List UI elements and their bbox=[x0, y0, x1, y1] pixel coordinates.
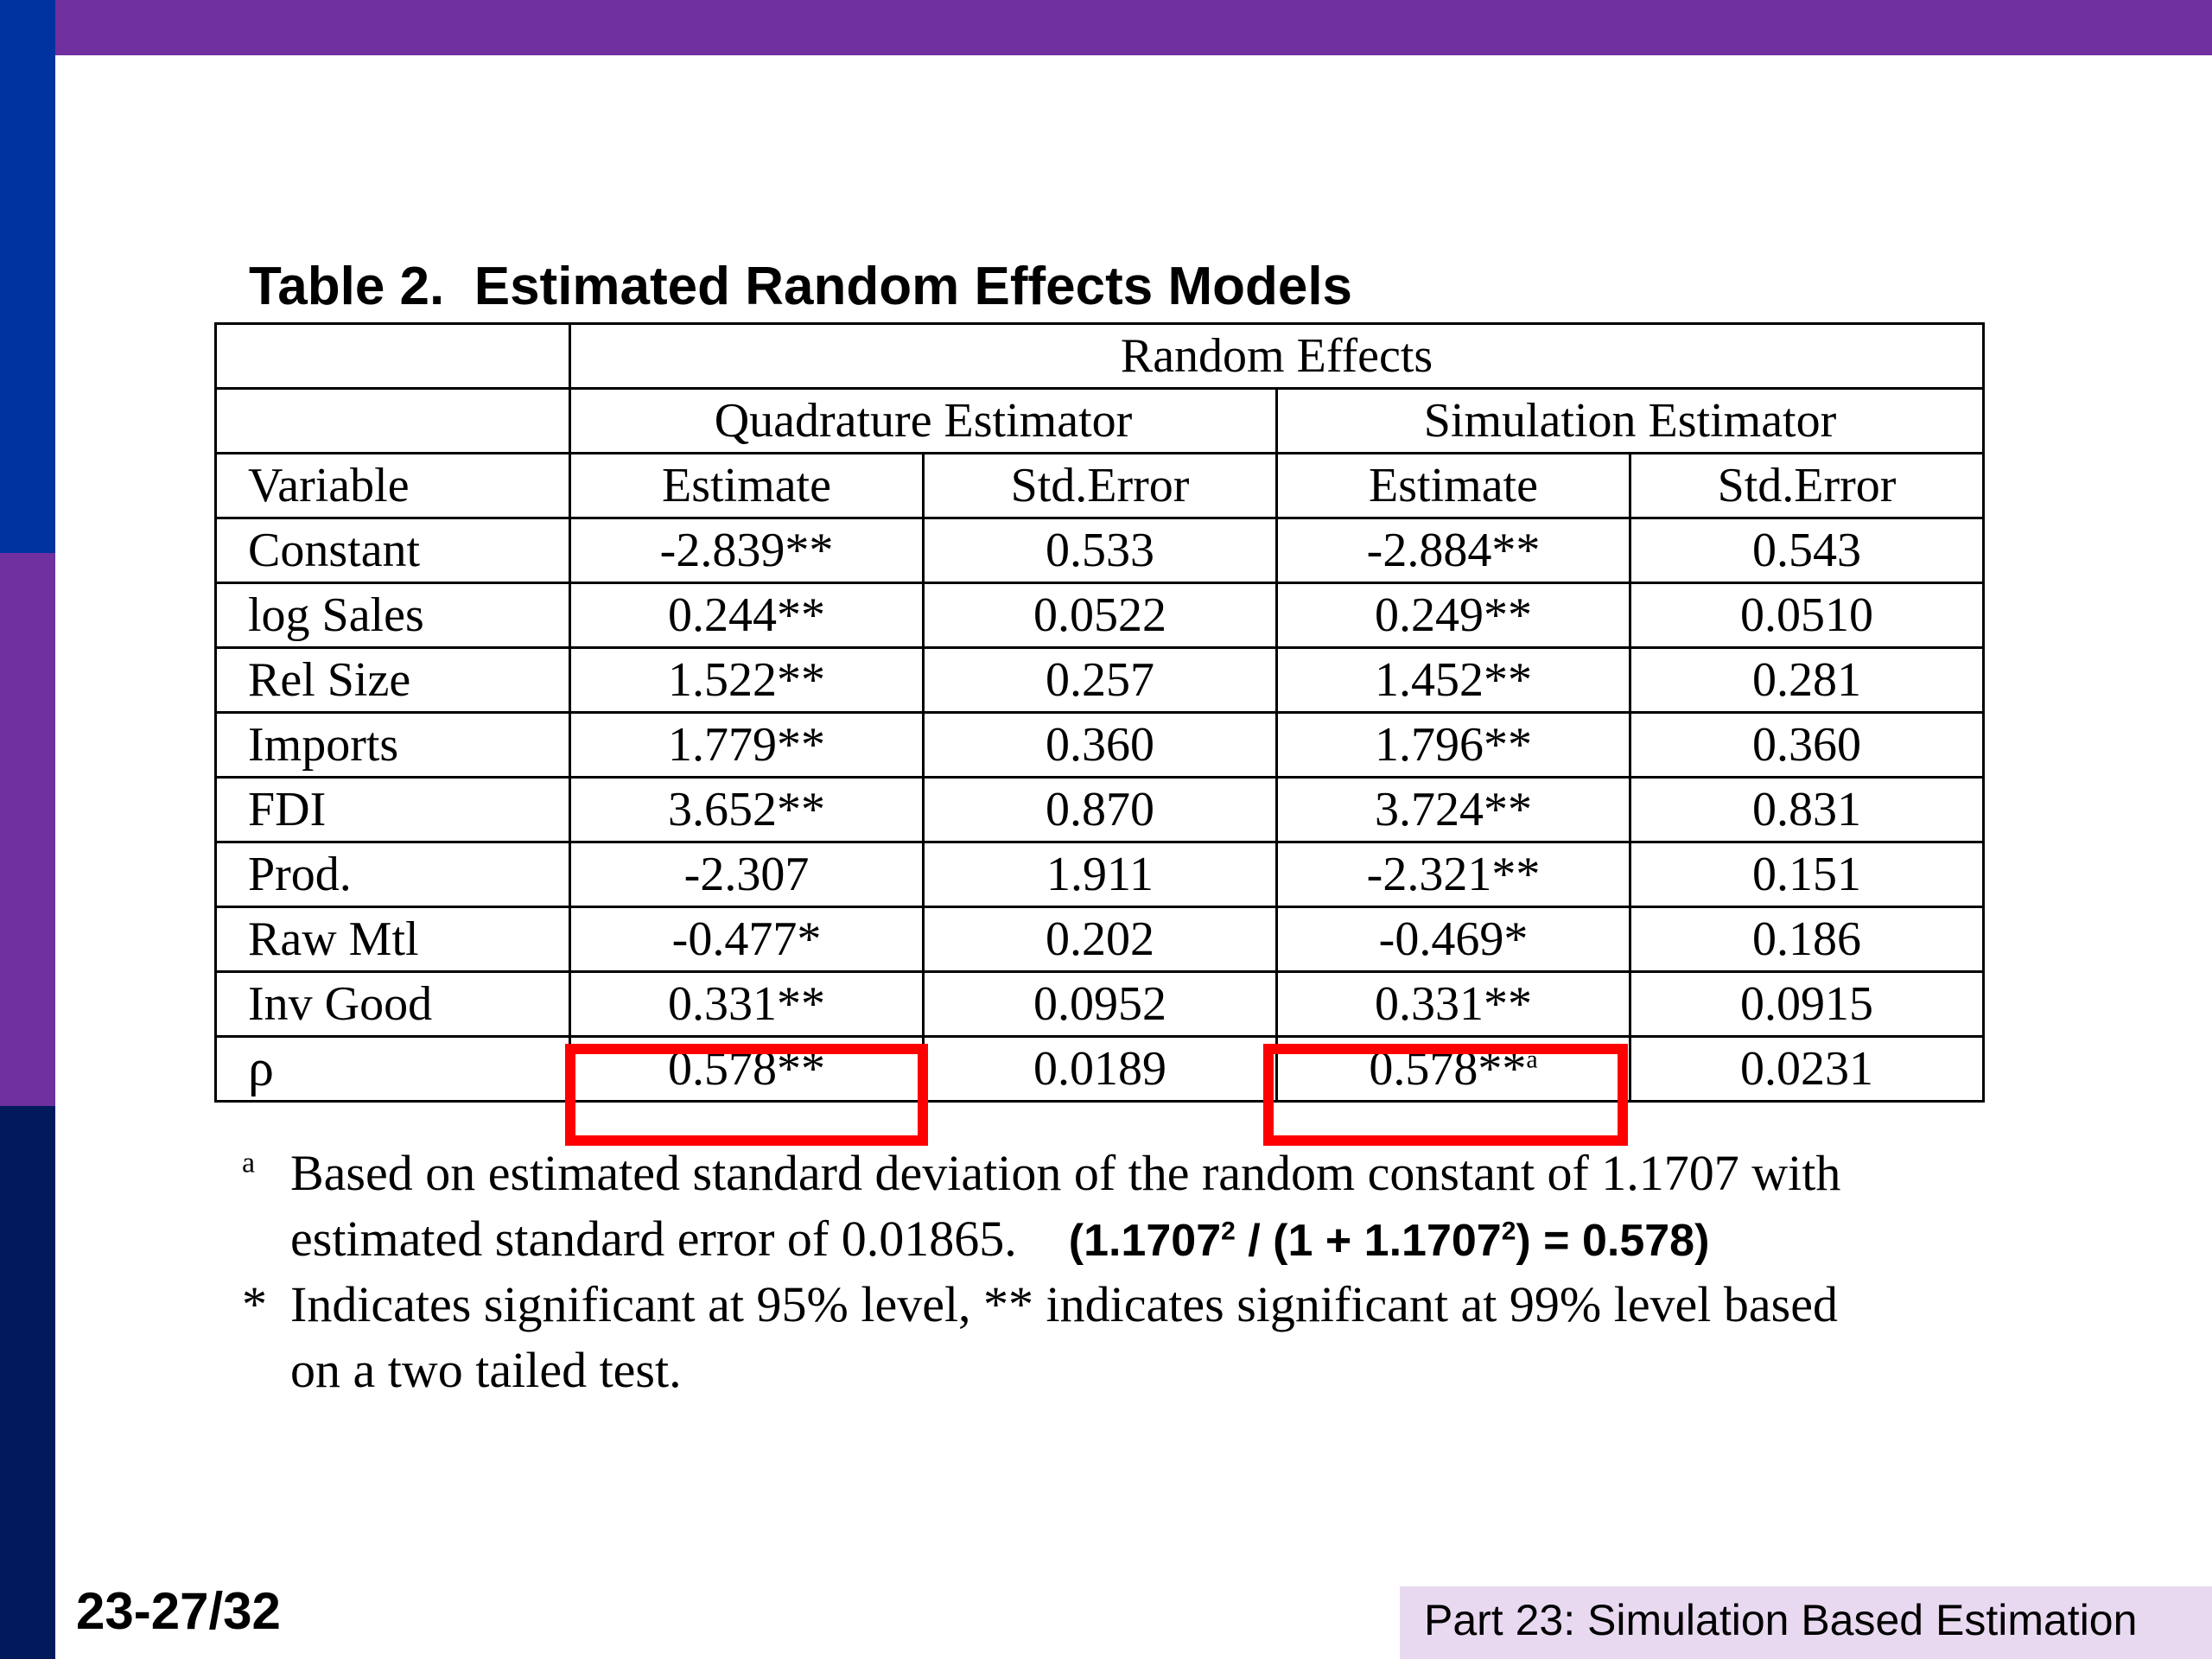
table-row: Imports 1.779** 0.360 1.796** 0.360 bbox=[214, 711, 1986, 779]
note-a-line-2: estimated standard error of 0.01865. (1.1… bbox=[290, 1206, 1709, 1274]
rho-formula: (1.17072 / (1 + 1.17072) = 0.578) bbox=[1069, 1216, 1710, 1266]
left-stripe-dark bbox=[0, 1106, 55, 1659]
formula-sup-1: 2 bbox=[1221, 1217, 1236, 1246]
variable-cell: log Sales bbox=[214, 582, 571, 649]
highlight-box-quadrature-rho bbox=[565, 1044, 928, 1146]
quadrature-estimate-cell: -0.477* bbox=[569, 906, 925, 973]
left-stripe-blue bbox=[0, 0, 55, 553]
footer-text: Part 23: Simulation Based Estimation bbox=[1424, 1596, 2138, 1644]
rho-row: ρ 0.578** 0.0189 0.578**a 0.0231 bbox=[214, 1035, 1986, 1103]
column-header-std-error: Std.Error bbox=[1628, 452, 1986, 519]
quadrature-estimate-cell: 1.522** bbox=[569, 646, 925, 714]
simulation-estimate-cell: 1.452** bbox=[1275, 646, 1631, 714]
simulation-std-error-cell: 0.0915 bbox=[1628, 970, 1986, 1038]
super-header: Random Effects bbox=[568, 322, 1986, 390]
variable-cell: FDI bbox=[214, 776, 571, 843]
note-a-line-1: a Based on estimated standard deviation o… bbox=[242, 1141, 1840, 1206]
note-a-marker-wrap: a bbox=[242, 1141, 290, 1206]
note-star-text-2: on a two tailed test. bbox=[290, 1342, 682, 1398]
simulation-estimate-cell: -2.321** bbox=[1275, 841, 1631, 908]
simulation-std-error-cell: 0.360 bbox=[1628, 711, 1986, 779]
column-header-estimate: Estimate bbox=[569, 452, 925, 519]
quadrature-estimate-cell: 0.244** bbox=[569, 582, 925, 649]
simulation-estimate-cell: -2.884** bbox=[1275, 517, 1631, 584]
quadrature-std-error-cell: 0.0952 bbox=[922, 970, 1278, 1038]
table-row: Prod. -2.307 1.911 -2.321** 0.151 bbox=[214, 841, 1986, 908]
empty-header-cell bbox=[214, 387, 571, 454]
quadrature-std-error-cell: 0.870 bbox=[922, 776, 1278, 843]
note-star-line-1: * Indicates significant at 95% level, ** … bbox=[242, 1272, 1838, 1338]
simulation-std-error-cell: 0.543 bbox=[1628, 517, 1986, 584]
note-a-marker: a bbox=[242, 1147, 256, 1179]
table-row: log Sales 0.244** 0.0522 0.249** 0.0510 bbox=[214, 582, 1986, 649]
quadrature-estimate-cell: 1.779** bbox=[569, 711, 925, 779]
quadrature-std-error-cell: 0.0522 bbox=[922, 582, 1278, 649]
quadrature-std-error-cell: 0.257 bbox=[922, 646, 1278, 714]
table-row: Inv Good 0.331** 0.0952 0.331** 0.0915 bbox=[214, 970, 1986, 1038]
note-a-text-1: Based on estimated standard deviation of… bbox=[290, 1145, 1841, 1201]
variable-cell-rho: ρ bbox=[214, 1035, 571, 1103]
top-title-bar bbox=[0, 0, 2212, 55]
simulation-std-error-cell: 0.281 bbox=[1628, 646, 1986, 714]
group-header-row: Quadrature Estimator Simulation Estimato… bbox=[214, 387, 1986, 454]
slide-number: 23-27/32 bbox=[76, 1582, 281, 1640]
quadrature-estimate-cell: -2.307 bbox=[569, 841, 925, 908]
simulation-estimate-cell: 0.331** bbox=[1275, 970, 1631, 1038]
note-star-text-1: Indicates significant at 95% level, ** i… bbox=[290, 1276, 1838, 1332]
column-header-estimate: Estimate bbox=[1275, 452, 1631, 519]
quadrature-std-error-cell: 0.360 bbox=[922, 711, 1278, 779]
quadrature-std-error-cell: 1.911 bbox=[922, 841, 1278, 908]
variable-cell: Constant bbox=[214, 517, 571, 584]
formula-part-3: ) = 0.578) bbox=[1516, 1216, 1710, 1266]
variable-cell: Prod. bbox=[214, 841, 571, 908]
quadrature-std-error-cell: 0.0189 bbox=[922, 1035, 1278, 1103]
empty-header-cell bbox=[214, 322, 571, 390]
footer-box bbox=[1400, 1586, 2212, 1659]
variable-cell: Raw Mtl bbox=[214, 906, 571, 973]
table-row: Constant -2.839** 0.533 -2.884** 0.543 bbox=[214, 517, 1986, 584]
super-header-row: Random Effects bbox=[214, 322, 1986, 390]
table-title: Table 2. Estimated Random Effects Models bbox=[249, 257, 1353, 316]
note-star-line-2: on a two tailed test. bbox=[290, 1338, 682, 1403]
formula-part-2: / (1 + 1.1707 bbox=[1235, 1216, 1502, 1266]
left-stripe-purple bbox=[0, 553, 55, 1106]
results-table: Random Effects Quadrature Estimator Simu… bbox=[214, 322, 1986, 1103]
table-row: FDI 3.652** 0.870 3.724** 0.831 bbox=[214, 776, 1986, 843]
variable-cell: Rel Size bbox=[214, 646, 571, 714]
quadrature-estimate-cell: 3.652** bbox=[569, 776, 925, 843]
table-row: Raw Mtl -0.477* 0.202 -0.469* 0.186 bbox=[214, 906, 1986, 973]
table-row: Rel Size 1.522** 0.257 1.452** 0.281 bbox=[214, 646, 1986, 714]
quadrature-std-error-cell: 0.202 bbox=[922, 906, 1278, 973]
note-star-marker: * bbox=[242, 1276, 267, 1332]
note-a-text-2: estimated standard error of 0.01865. bbox=[290, 1211, 1017, 1267]
formula-part-1: (1.1707 bbox=[1068, 1216, 1222, 1266]
column-header-row: Variable Estimate Std.Error Estimate Std… bbox=[214, 452, 1986, 519]
column-header-variable: Variable bbox=[214, 452, 571, 519]
simulation-estimate-cell: 3.724** bbox=[1275, 776, 1631, 843]
simulation-std-error-cell: 0.831 bbox=[1628, 776, 1986, 843]
variable-cell: Inv Good bbox=[214, 970, 571, 1038]
simulation-estimate-cell: 0.249** bbox=[1275, 582, 1631, 649]
simulation-std-error-cell: 0.186 bbox=[1628, 906, 1986, 973]
variable-cell: Imports bbox=[214, 711, 571, 779]
group-header-simulation: Simulation Estimator bbox=[1274, 387, 1986, 454]
simulation-estimate-cell: 1.796** bbox=[1275, 711, 1631, 779]
simulation-std-error-cell: 0.0510 bbox=[1628, 582, 1986, 649]
quadrature-estimate-cell: -2.839** bbox=[569, 517, 925, 584]
column-header-std-error: Std.Error bbox=[922, 452, 1278, 519]
highlight-box-simulation-rho bbox=[1263, 1044, 1628, 1146]
simulation-estimate-cell: -0.469* bbox=[1275, 906, 1631, 973]
group-header-quadrature: Quadrature Estimator bbox=[569, 387, 1278, 454]
simulation-std-error-cell: 0.151 bbox=[1628, 841, 1986, 908]
formula-sup-2: 2 bbox=[1501, 1217, 1516, 1246]
rho-symbol: ρ bbox=[248, 1039, 274, 1096]
quadrature-std-error-cell: 0.533 bbox=[922, 517, 1278, 584]
simulation-std-error-cell: 0.0231 bbox=[1628, 1035, 1986, 1103]
quadrature-estimate-cell: 0.331** bbox=[569, 970, 925, 1038]
